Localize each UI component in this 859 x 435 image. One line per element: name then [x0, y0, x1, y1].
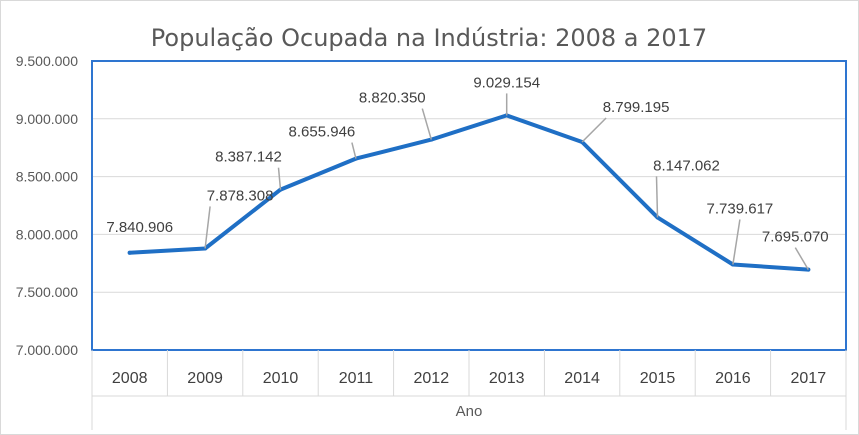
leader-line: [655, 176, 659, 218]
data-label: 7.878.308: [207, 187, 274, 204]
x-tick-label: 2010: [263, 370, 299, 387]
y-tick-label: 9.000.000: [16, 111, 78, 127]
data-label: 8.820.350: [359, 90, 426, 107]
x-tick-label: 2011: [339, 370, 374, 387]
y-tick-label: 7.500.000: [16, 284, 78, 300]
leader-line: [794, 247, 809, 271]
category-axis-table: 2008 2009 2010 2011 2012 2013 2014 2015 2016 2017: [91, 350, 847, 430]
data-label: 8.387.142: [215, 149, 282, 166]
data-label: 8.147.062: [653, 157, 720, 174]
grid: 7.000.000 7.500.000 8.000.000 8.500.000 9.00…: [16, 53, 846, 358]
x-tick-label: 2013: [489, 370, 525, 387]
leader-line: [204, 206, 211, 249]
leader-line: [581, 117, 607, 143]
data-label: 7.840.906: [106, 219, 173, 236]
y-tick-label: 8.000.000: [16, 226, 78, 242]
x-tick-label: 2009: [187, 370, 223, 387]
x-tick-label: 2016: [715, 370, 751, 387]
data-label: 8.799.195: [603, 99, 670, 116]
y-tick-label: 8.500.000: [16, 169, 78, 185]
x-tick-label: 2014: [564, 370, 600, 387]
x-tick-label: 2017: [791, 370, 827, 387]
y-tick-label: 7.000.000: [16, 342, 78, 358]
chart-title: População Ocupada na Indústria: 2008 a 2…: [151, 24, 707, 52]
data-label: 7.695.070: [762, 229, 829, 246]
leader-line: [732, 219, 741, 265]
data-label: 7.739.617: [707, 201, 774, 218]
data-label: 8.655.946: [289, 124, 356, 141]
x-axis-label: Ano: [456, 403, 483, 420]
data-labels: 7.840.906 7.878.308 8.387.142 8.655.9468.82…: [106, 74, 829, 271]
x-tick-label: 2015: [640, 370, 676, 387]
leader-line: [351, 142, 357, 159]
leader-line: [277, 167, 282, 190]
x-tick-label: 2008: [112, 370, 148, 387]
y-tick-label: 9.500.000: [16, 53, 78, 69]
data-label: 9.029.154: [473, 74, 540, 91]
data-point: [127, 250, 132, 255]
x-tick-label: 2012: [414, 370, 450, 387]
series-line: [127, 113, 811, 272]
leader-line: [421, 108, 433, 140]
